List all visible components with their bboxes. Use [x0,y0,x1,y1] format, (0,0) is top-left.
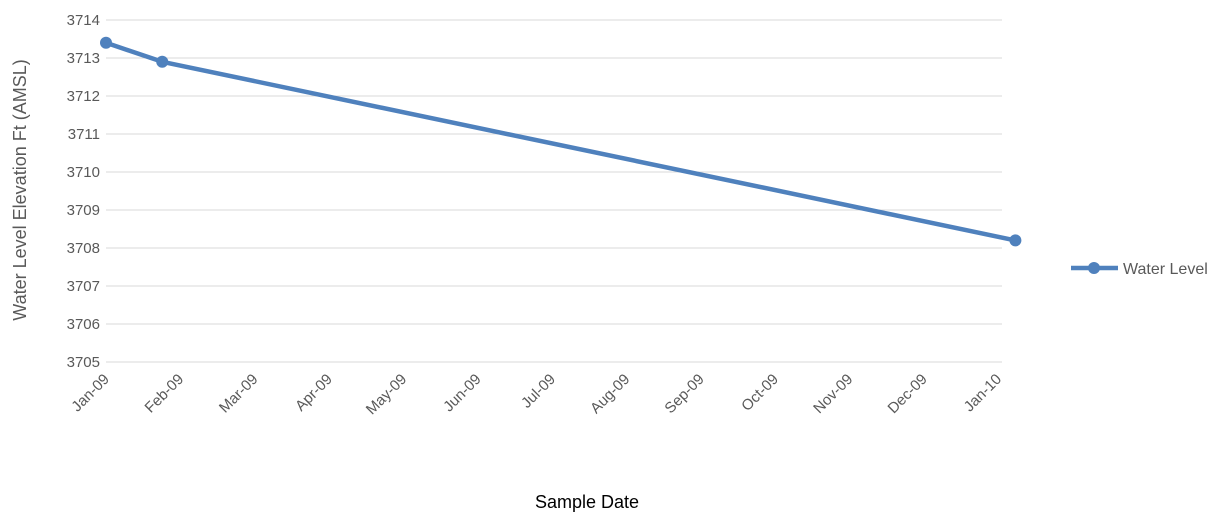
y-tick-label: 3714 [67,12,100,29]
x-tick-label: Dec-09 [885,371,931,417]
y-tick-label: 3713 [67,50,100,67]
x-tick-label: Apr-09 [292,371,336,415]
y-axis-title: Water Level Elevation Ft (AMSL) [10,59,30,320]
data-point [1009,234,1022,247]
y-tick-label: 3707 [67,278,100,295]
y-tick-label: 3712 [67,88,100,105]
x-tick-label: Aug-09 [587,371,633,417]
x-tick-label: May-09 [363,371,410,418]
x-tick-label: Jul-09 [518,371,559,412]
series-layer [100,36,1022,247]
y-tick-label: 3710 [67,164,100,181]
x-tick-label: Jan-10 [961,371,1005,415]
gridlines [106,19,1002,363]
x-axis-title: Sample Date [535,492,639,512]
y-tick-label: 3708 [67,240,100,257]
y-tick-label: 3706 [67,316,100,333]
x-tick-label: Mar-09 [216,371,262,417]
series-line [105,40,1016,243]
x-tick-label: Feb-09 [142,371,188,417]
x-tick-label: Jan-09 [68,371,112,415]
x-tick-labels: Jan-09 Feb-09 Mar-09 Apr-09 May-09 Jun-09 Jul-… [68,371,1005,418]
data-point [156,55,169,68]
y-tick-label: 3709 [67,202,100,219]
legend-label: Water Level [1123,261,1208,278]
x-tick-label: Nov-09 [810,371,856,417]
legend: Water Level [1071,261,1208,278]
y-tick-label: 3705 [67,354,100,371]
x-tick-label: Oct-09 [738,371,782,415]
y-tick-labels: 3705 3706 3707 3708 3709 3710 3711 3712 3713 3714 [67,12,100,371]
x-tick-label: Sep-09 [661,371,707,417]
legend-marker [1088,262,1100,274]
y-tick-label: 3711 [68,126,100,143]
data-point [100,36,112,49]
x-tick-label: Jun-09 [440,371,484,415]
